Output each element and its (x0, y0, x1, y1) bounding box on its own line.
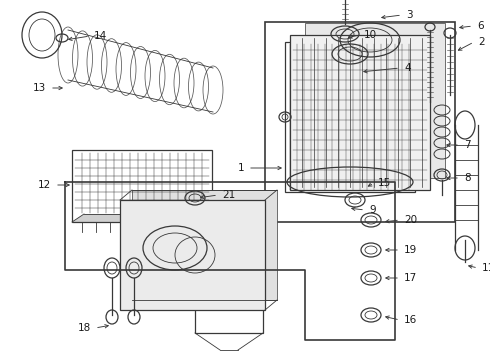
Text: 12: 12 (38, 180, 51, 190)
Text: 11: 11 (482, 263, 490, 273)
Text: 13: 13 (33, 83, 46, 93)
Text: 19: 19 (404, 245, 417, 255)
Text: 17: 17 (404, 273, 417, 283)
Bar (285, 42, 415, 192)
Text: 14: 14 (94, 31, 107, 41)
Text: 7: 7 (464, 140, 470, 150)
Text: 1: 1 (237, 163, 244, 173)
Text: 8: 8 (464, 173, 470, 183)
Polygon shape (290, 35, 430, 190)
Text: 6: 6 (477, 21, 484, 31)
Bar (195, 295, 263, 333)
Bar (290, 35, 430, 190)
Text: 21: 21 (222, 190, 235, 200)
Bar (120, 200, 265, 310)
Text: 3: 3 (406, 10, 413, 20)
Text: 9: 9 (369, 205, 376, 215)
Text: 15: 15 (378, 178, 391, 188)
Polygon shape (72, 214, 224, 222)
Text: 18: 18 (78, 323, 91, 333)
Text: 4: 4 (404, 63, 411, 73)
Text: 20: 20 (404, 215, 417, 225)
Text: 16: 16 (404, 315, 417, 325)
Polygon shape (132, 190, 277, 300)
Bar (72, 150, 212, 222)
Text: 2: 2 (478, 37, 485, 47)
Polygon shape (120, 200, 265, 310)
Bar (265, 22, 455, 222)
Text: 10: 10 (364, 30, 377, 40)
Polygon shape (305, 23, 445, 178)
